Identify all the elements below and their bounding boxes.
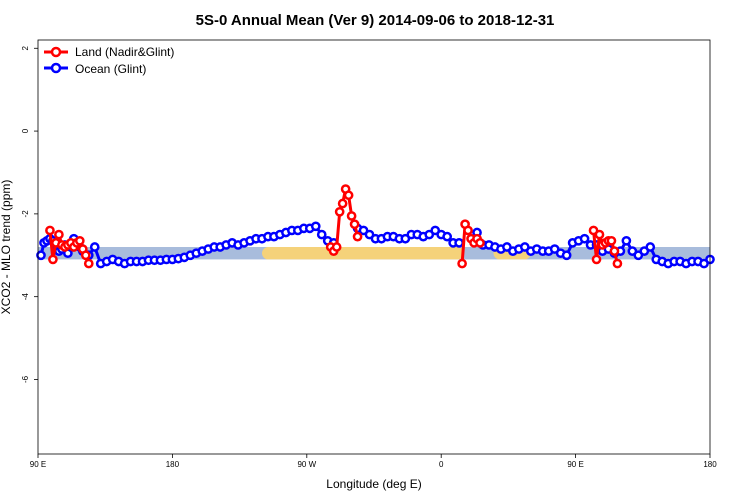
x-tick-label-5: 180 [703,460,717,469]
x-tick-label-0: 90 E [30,460,46,469]
legend-entry-ocean: Ocean (Glint) [44,62,146,76]
point-ocean [89,242,100,252]
legend-marker-land [50,46,62,58]
point-ocean [442,231,453,242]
point-land [463,225,473,236]
point-land [475,238,485,248]
x-axis: 90 E 180 90 W 0 90 E 180 [30,454,717,469]
point-land [594,229,605,240]
point-land [352,231,363,242]
y-tick-label-2: -2 [21,210,30,218]
x-tick-label-3: 0 [439,460,444,469]
point-land [331,242,342,252]
y-axis: 2 0 -2 -4 -6 [21,46,38,383]
x-tick-label-2: 90 W [297,460,316,469]
point-land [54,229,64,240]
legend-entry-land: Land (Nadir&Glint) [44,45,174,59]
point-ocean [579,233,590,244]
point-ocean [621,235,632,246]
chart-title: 5S-0 Annual Mean (Ver 9) 2014-09-06 to 2… [196,12,555,29]
y-axis-label: XCO2 - MLO trend (ppm) [0,180,13,315]
point-land [609,246,620,256]
legend-marker-ocean [50,62,62,74]
point-land [80,250,91,261]
legend-label-land: Land (Nadir&Glint) [75,45,174,59]
plot-frame [37,39,711,455]
point-land [334,206,345,217]
land-mask-0 [262,247,464,260]
series-land [45,184,623,269]
plot-area [36,39,715,455]
series-layer [36,184,715,269]
point-land [337,198,348,209]
point-land [83,258,94,269]
point-land [591,254,602,265]
point-ocean [454,238,464,248]
point-ocean [310,221,321,232]
point-land [349,219,360,230]
y-tick-label-0: 2 [21,46,30,51]
series-ocean [36,221,715,269]
x-tick-label-4: 90 E [567,460,583,469]
point-land [612,258,623,269]
y-tick-label-4: -6 [21,375,30,383]
legend: Land (Nadir&Glint) Ocean (Glint) [44,45,174,76]
point-land [45,225,55,236]
y-tick-label-1: 0 [21,128,30,133]
point-ocean [645,242,656,252]
x-tick-label-1: 180 [166,460,180,469]
point-ocean [36,250,46,261]
point-land [606,235,617,246]
point-ocean [316,229,327,240]
legend-label-ocean: Ocean (Glint) [75,62,146,76]
point-land [346,211,357,221]
point-land [457,258,467,269]
point-ocean [561,250,572,261]
point-land [48,254,58,265]
x-axis-label: Longitude (deg E) [326,477,421,491]
y-tick-label-3: -4 [21,293,30,301]
point-land [343,190,354,201]
point-land [74,235,85,246]
